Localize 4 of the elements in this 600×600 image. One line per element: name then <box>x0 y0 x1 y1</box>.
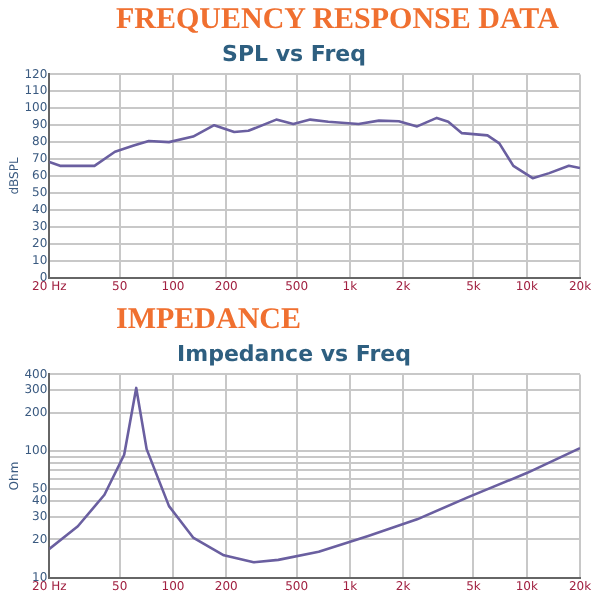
chart-subtitle: SPL vs Freq <box>222 40 366 67</box>
chart-title: FREQUENCY RESPONSE DATA <box>114 2 561 40</box>
chart-subtitle: Impedance vs Freq <box>177 340 411 367</box>
chart-title: IMPEDANCE <box>114 302 303 340</box>
